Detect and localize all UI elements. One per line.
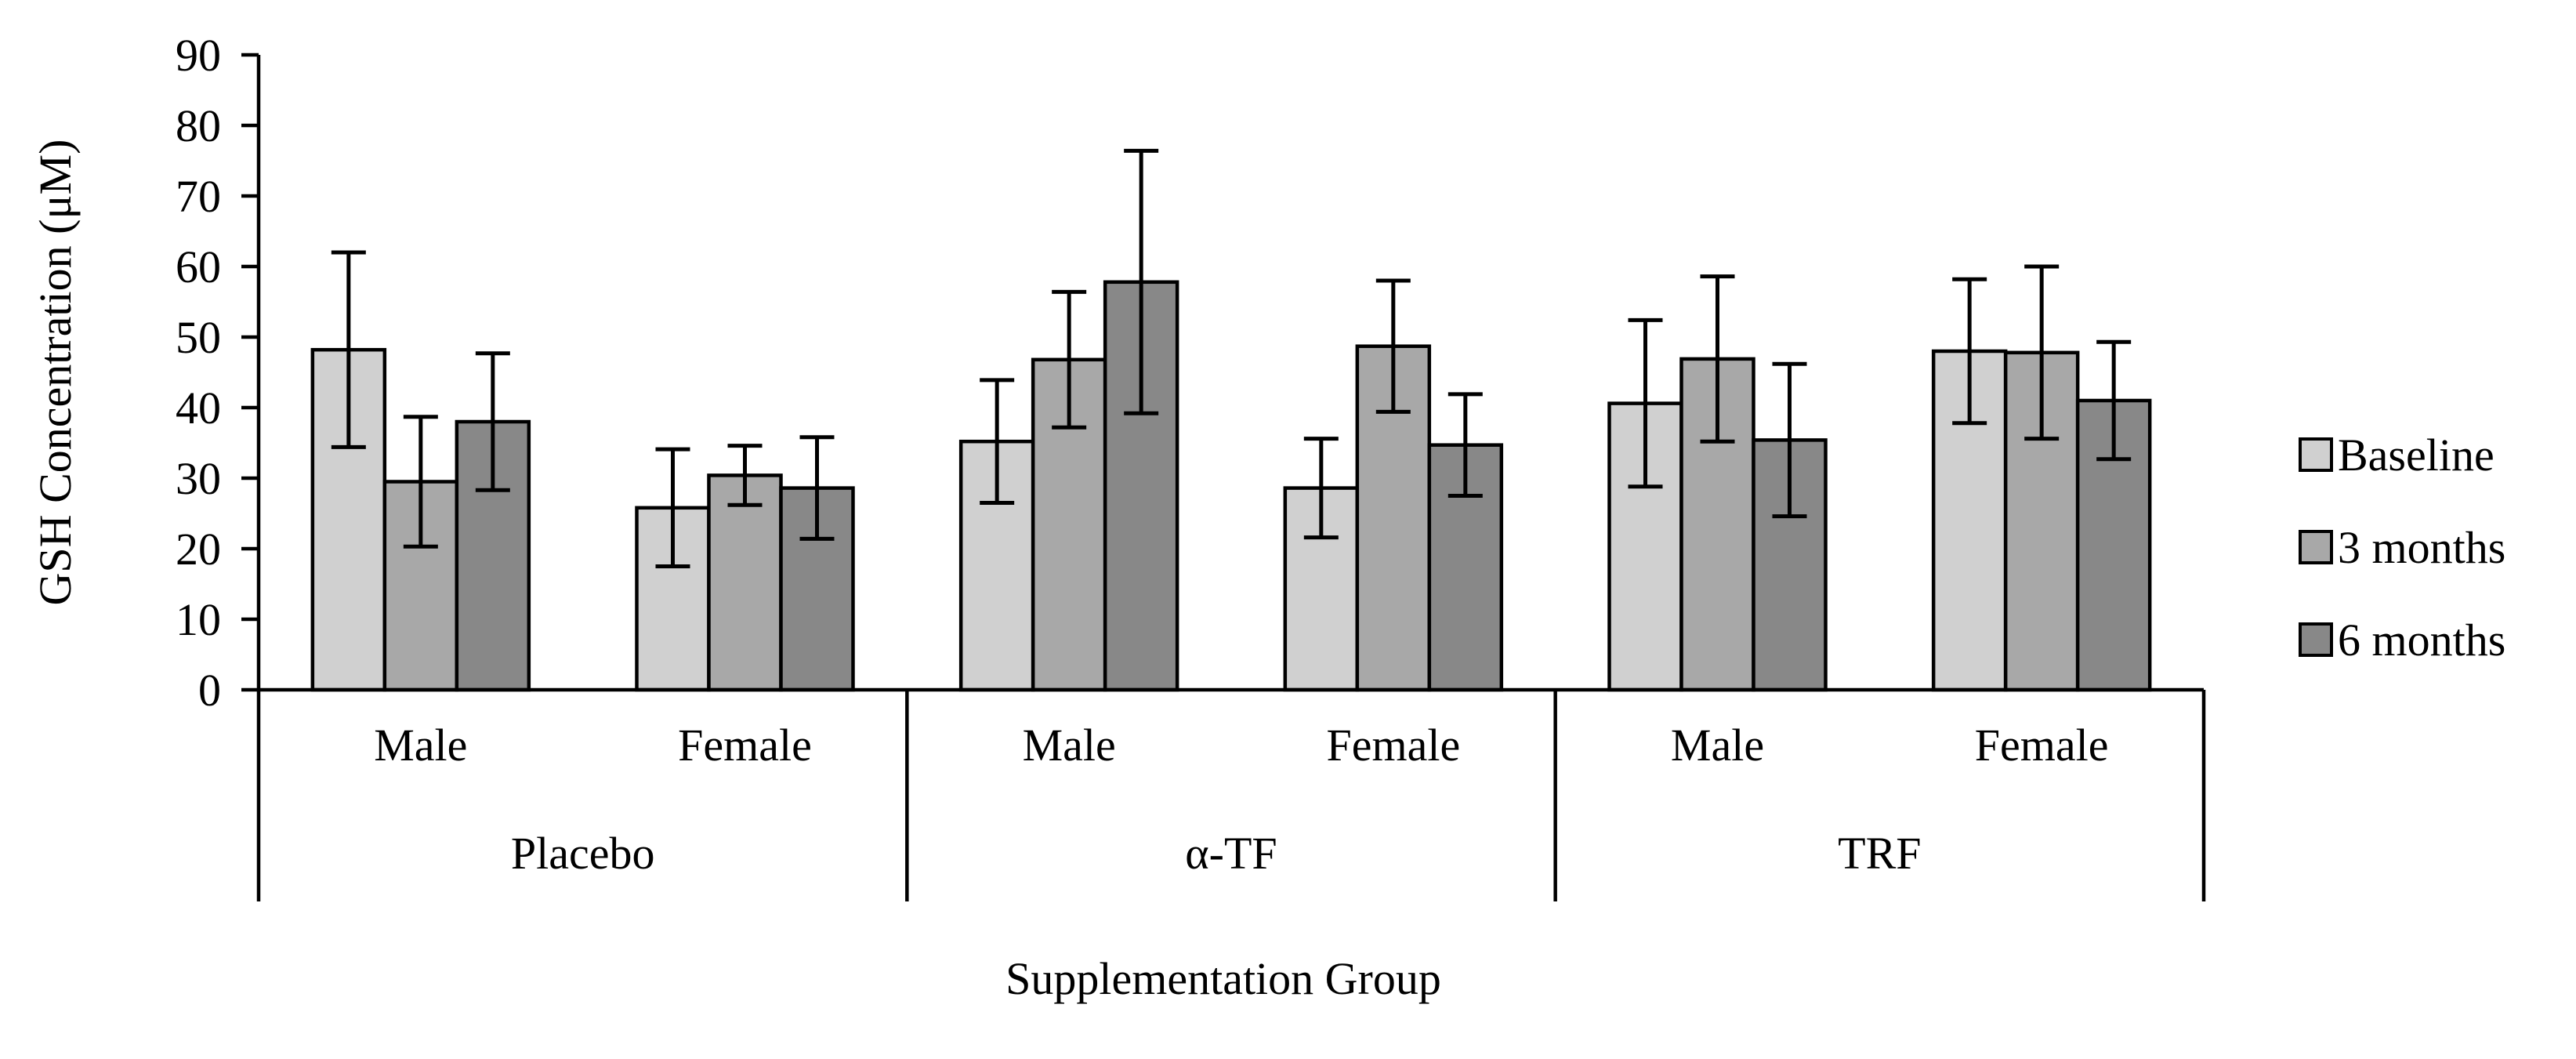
- error-bar-6-months-2: [1124, 148, 1159, 415]
- legend-label: 3 months: [2338, 522, 2505, 573]
- labels-layer: 0 10 20 30 40 50 60 70 80 90 Male Female Male Female M…: [30, 30, 2109, 1004]
- y-tick-label: 40: [176, 383, 221, 433]
- error-bar-3-months-1: [727, 444, 763, 507]
- category-label: Female: [1975, 720, 2109, 771]
- legend-label: Baseline: [2338, 430, 2494, 481]
- error-bar-baseline-5: [1952, 277, 1987, 426]
- group-label: α-TF: [1185, 828, 1277, 879]
- legend-item-3-months: 3 months: [2299, 522, 2505, 573]
- y-tick-label: 70: [176, 171, 221, 222]
- error-bar-3-months-4: [1700, 274, 1735, 444]
- y-axis-title: GSH Concentration (μM): [30, 140, 81, 606]
- bar-6-months-5: [2075, 398, 2152, 692]
- error-bar-baseline-2: [980, 378, 1015, 505]
- y-tick-label: 20: [176, 524, 221, 575]
- y-tick-label: 0: [198, 665, 221, 716]
- error-bar-baseline-4: [1628, 317, 1663, 489]
- y-tick-label: 50: [176, 312, 221, 363]
- y-tick-label: 30: [176, 453, 221, 504]
- error-bar-3-months-5: [2024, 264, 2060, 441]
- error-bar-6-months-1: [799, 435, 835, 541]
- legend: Baseline 3 months 6 months: [2299, 430, 2505, 666]
- y-tick-label: 80: [176, 100, 221, 151]
- y-tick-label: 90: [176, 30, 221, 81]
- error-bar-6-months-5: [2096, 339, 2132, 462]
- group-label: Placebo: [511, 828, 655, 879]
- category-label: Female: [1326, 720, 1460, 771]
- category-label: Male: [1023, 720, 1116, 771]
- bars-layer: [310, 280, 2152, 692]
- y-tick-label: 10: [176, 594, 221, 645]
- error-bar-3-months-2: [1052, 289, 1087, 430]
- error-bar-6-months-0: [475, 351, 510, 492]
- legend-item-baseline: Baseline: [2299, 430, 2494, 481]
- legend-label: 6 months: [2338, 615, 2505, 666]
- axes-layer: [241, 53, 2206, 901]
- legend-item-6-months: 6 months: [2299, 615, 2505, 666]
- error-bar-6-months-3: [1447, 392, 1483, 498]
- x-axis-title: Supplementation Group: [1005, 953, 1441, 1004]
- error-bar-baseline-3: [1303, 437, 1339, 540]
- error-bar-baseline-1: [655, 447, 690, 568]
- error-bar-3-months-3: [1375, 278, 1411, 414]
- category-label: Female: [678, 720, 812, 771]
- y-tick-label: 60: [176, 241, 221, 292]
- error-bar-baseline-0: [331, 250, 366, 449]
- group-label: TRF: [1838, 828, 1921, 879]
- error-bar-6-months-4: [1772, 361, 1807, 519]
- error-bar-3-months-0: [403, 415, 438, 549]
- category-label: Male: [374, 720, 467, 771]
- category-label: Male: [1671, 720, 1764, 771]
- bar-3-months-1: [707, 473, 783, 692]
- legend-swatch: [2299, 530, 2333, 564]
- legend-swatch: [2299, 622, 2333, 657]
- legend-swatch: [2299, 437, 2333, 472]
- error-bars-layer: [331, 148, 2132, 568]
